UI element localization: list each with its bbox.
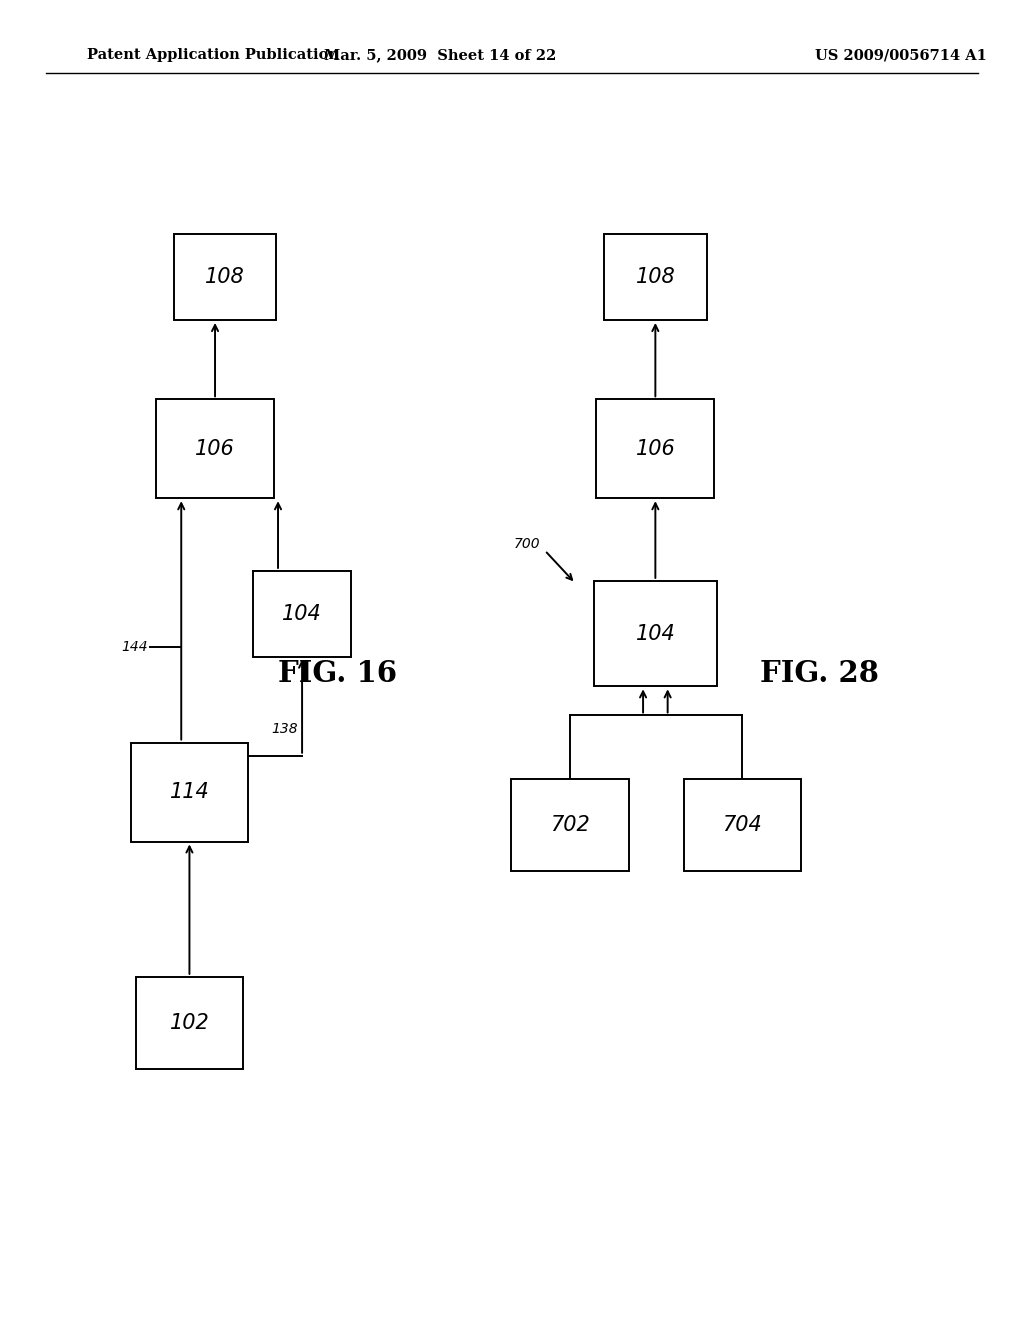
Bar bbox=[156, 399, 274, 498]
Text: 704: 704 bbox=[723, 814, 762, 836]
Text: FIG. 28: FIG. 28 bbox=[760, 659, 879, 688]
Text: 114: 114 bbox=[170, 781, 209, 803]
Bar bbox=[596, 399, 715, 498]
Text: 702: 702 bbox=[551, 814, 590, 836]
Bar bbox=[512, 779, 629, 871]
Bar bbox=[131, 742, 248, 842]
Text: 108: 108 bbox=[206, 267, 245, 288]
Text: 106: 106 bbox=[636, 438, 675, 459]
Bar bbox=[604, 235, 707, 319]
Text: Patent Application Publication: Patent Application Publication bbox=[87, 49, 339, 62]
Text: Mar. 5, 2009  Sheet 14 of 22: Mar. 5, 2009 Sheet 14 of 22 bbox=[325, 49, 556, 62]
Bar bbox=[135, 977, 244, 1069]
Bar bbox=[684, 779, 801, 871]
Text: 104: 104 bbox=[636, 623, 675, 644]
Text: 138: 138 bbox=[271, 722, 298, 735]
Bar bbox=[174, 235, 276, 319]
Text: 104: 104 bbox=[283, 603, 322, 624]
Bar bbox=[594, 581, 717, 686]
Text: 102: 102 bbox=[170, 1012, 209, 1034]
Text: US 2009/0056714 A1: US 2009/0056714 A1 bbox=[815, 49, 987, 62]
Text: 106: 106 bbox=[196, 438, 234, 459]
Text: 700: 700 bbox=[514, 537, 541, 550]
Text: 144: 144 bbox=[121, 640, 147, 653]
Text: 108: 108 bbox=[636, 267, 675, 288]
Bar bbox=[254, 570, 350, 656]
Text: FIG. 16: FIG. 16 bbox=[279, 659, 397, 688]
